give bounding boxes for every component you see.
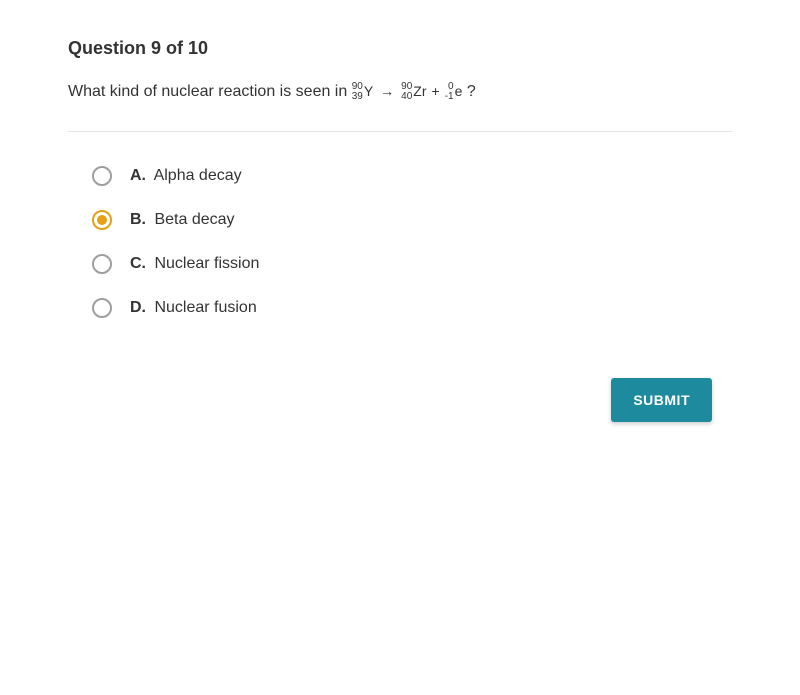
option-label-a: A. Alpha decay xyxy=(130,167,242,185)
product-0-symbol: Zr xyxy=(413,82,426,102)
reactant-atomic: 39 xyxy=(352,92,363,102)
option-item-c[interactable]: C. Nuclear fission xyxy=(68,242,732,286)
nuclide-reactant: 90 39 Y xyxy=(352,82,373,102)
option-item-a[interactable]: A. Alpha decay xyxy=(68,154,732,198)
equation: 90 39 Y → 90 40 Zr + 0 -1 e xyxy=(352,82,463,102)
nuclide-product-1: 0 -1 e xyxy=(445,82,463,102)
submit-button[interactable]: SUBMIT xyxy=(611,378,712,422)
divider xyxy=(68,131,732,132)
radio-c[interactable] xyxy=(92,254,112,274)
option-item-b[interactable]: B. Beta decay xyxy=(68,198,732,242)
option-item-d[interactable]: D. Nuclear fusion xyxy=(68,286,732,330)
radio-a[interactable] xyxy=(92,166,112,186)
nuclide-product-0: 90 40 Zr xyxy=(401,82,426,102)
option-label-c: C. Nuclear fission xyxy=(130,255,259,273)
radio-d[interactable] xyxy=(92,298,112,318)
prompt-prefix: What kind of nuclear reaction is seen in xyxy=(68,83,352,100)
submit-wrapper: SUBMIT xyxy=(68,378,732,422)
question-container: Question 9 of 10 What kind of nuclear re… xyxy=(0,0,800,422)
question-header: Question 9 of 10 xyxy=(68,38,732,59)
reactant-symbol: Y xyxy=(364,82,373,102)
product-1-atomic: -1 xyxy=(445,92,454,102)
options-list: A. Alpha decay B. Beta decay C. Nuclear … xyxy=(68,154,732,330)
radio-b[interactable] xyxy=(92,210,112,230)
prompt-suffix: ? xyxy=(462,83,475,100)
option-label-d: D. Nuclear fusion xyxy=(130,299,257,317)
arrow-icon: → xyxy=(380,82,394,102)
question-prompt: What kind of nuclear reaction is seen in… xyxy=(68,81,732,103)
product-0-atomic: 40 xyxy=(401,92,412,102)
plus-icon: + xyxy=(432,82,440,102)
option-label-b: B. Beta decay xyxy=(130,211,235,229)
